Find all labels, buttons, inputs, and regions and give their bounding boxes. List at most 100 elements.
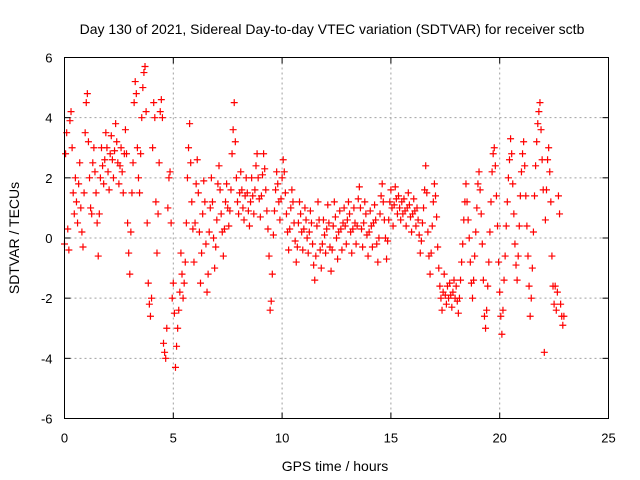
- data-point: [311, 276, 319, 284]
- data-point: [248, 174, 256, 182]
- data-point: [216, 186, 224, 194]
- data-point: [523, 222, 531, 230]
- data-point: [423, 189, 431, 197]
- data-point: [509, 180, 517, 188]
- data-point: [314, 198, 322, 206]
- data-point: [260, 150, 268, 158]
- data-point: [202, 240, 210, 248]
- data-point: [251, 186, 259, 194]
- data-point: [240, 216, 248, 224]
- data-point: [187, 159, 195, 167]
- data-point: [211, 264, 219, 272]
- data-point: [208, 198, 216, 206]
- data-point: [397, 216, 405, 224]
- data-point: [473, 204, 481, 212]
- data-point: [360, 219, 368, 227]
- data-point: [170, 309, 178, 317]
- data-point: [359, 243, 367, 251]
- data-point: [482, 324, 490, 332]
- data-point: [390, 201, 398, 209]
- data-point: [410, 195, 418, 203]
- data-point: [270, 207, 278, 215]
- data-point: [134, 174, 142, 182]
- data-point: [157, 96, 165, 104]
- data-point: [420, 204, 428, 212]
- y-tick-label: 2: [45, 171, 52, 186]
- data-point: [111, 147, 119, 155]
- data-point: [328, 246, 336, 254]
- data-point: [69, 189, 77, 197]
- data-point: [250, 210, 258, 218]
- data-point: [190, 258, 198, 266]
- data-point: [389, 222, 397, 230]
- data-point: [214, 180, 222, 188]
- data-point: [316, 246, 324, 254]
- data-point: [302, 216, 310, 224]
- data-point: [70, 210, 78, 218]
- data-point: [253, 150, 261, 158]
- data-point: [158, 114, 166, 122]
- data-point: [144, 279, 152, 287]
- data-point: [293, 243, 301, 251]
- data-point: [92, 189, 100, 197]
- data-point: [262, 186, 270, 194]
- data-point: [189, 225, 197, 233]
- data-point: [68, 144, 76, 152]
- data-point: [542, 186, 550, 194]
- data-point: [232, 174, 240, 182]
- data-point: [239, 204, 247, 212]
- data-point: [80, 189, 88, 197]
- data-point: [66, 117, 74, 125]
- data-point: [131, 78, 139, 86]
- data-point: [289, 198, 297, 206]
- data-point: [163, 324, 171, 332]
- data-point: [267, 297, 275, 305]
- data-point: [517, 168, 525, 176]
- data-point: [83, 90, 91, 98]
- data-point: [168, 294, 176, 302]
- x-tick-label: 5: [170, 431, 177, 446]
- data-point: [513, 276, 521, 284]
- data-point: [127, 228, 135, 236]
- data-point: [65, 246, 73, 254]
- data-point: [361, 198, 369, 206]
- data-point: [344, 198, 352, 206]
- data-point: [192, 180, 200, 188]
- data-point: [132, 90, 140, 98]
- data-point: [149, 144, 157, 152]
- data-point: [179, 294, 187, 302]
- data-point: [334, 255, 342, 263]
- data-point: [166, 168, 174, 176]
- data-point: [287, 204, 295, 212]
- data-point: [489, 150, 497, 158]
- data-point: [341, 222, 349, 230]
- data-point: [379, 198, 387, 206]
- data-point: [72, 198, 80, 206]
- data-point: [321, 231, 329, 239]
- data-point: [204, 270, 212, 278]
- data-point: [531, 192, 539, 200]
- data-point: [495, 258, 503, 266]
- data-point: [121, 126, 129, 134]
- data-point: [490, 144, 498, 152]
- data-point: [552, 306, 560, 314]
- data-point: [169, 279, 177, 287]
- x-tick-label: 20: [492, 431, 506, 446]
- data-point: [553, 288, 561, 296]
- data-point: [356, 204, 364, 212]
- data-point: [227, 186, 235, 194]
- grid-lines: [64, 57, 609, 419]
- data-point: [318, 240, 326, 248]
- data-point: [67, 108, 75, 116]
- data-point: [178, 270, 186, 278]
- data-point: [416, 249, 424, 257]
- data-point: [256, 213, 264, 221]
- data-point: [230, 99, 238, 107]
- data-point: [536, 99, 544, 107]
- data-point: [305, 228, 313, 236]
- data-point: [268, 270, 276, 278]
- data-point: [126, 270, 134, 278]
- data-point: [88, 210, 96, 218]
- data-point: [333, 234, 340, 242]
- data-point: [405, 201, 413, 209]
